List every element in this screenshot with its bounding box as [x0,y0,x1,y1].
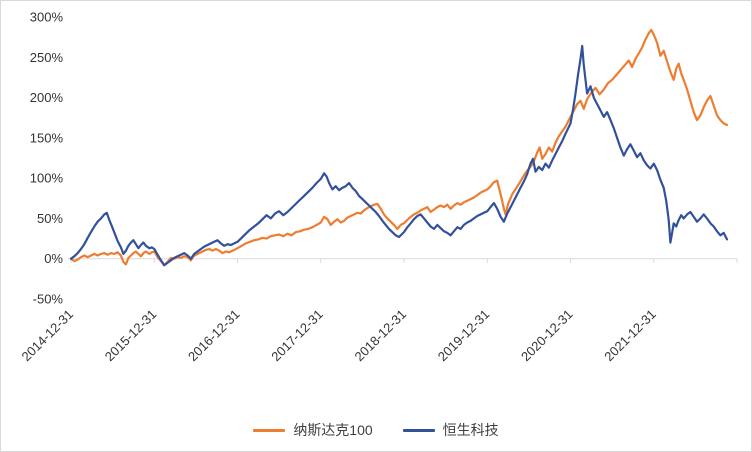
y-tick-label: 150% [30,130,64,145]
series-line-1 [69,44,729,267]
x-tick-label: 2015-12-31 [102,307,160,365]
y-tick-label: 0% [44,251,63,266]
x-tick-label: 2021-12-31 [601,307,659,365]
y-tick-label: 250% [30,50,64,65]
y-tick-label: 50% [37,211,63,226]
legend-item-hstech: 恒生科技 [402,422,499,438]
legend-label-nasdaq100: 纳斯达克100 [293,422,373,438]
y-tick-label: -50% [33,292,64,307]
x-tick-label: 2017-12-31 [268,307,326,365]
y-tick-label: 300% [30,10,64,25]
x-tick-label: 2016-12-31 [185,307,243,365]
legend-item-nasdaq100: 纳斯达克100 [253,422,373,438]
y-tick-label: 100% [30,171,64,186]
legend: 纳斯达克100 恒生科技 [1,423,751,437]
x-tick-label: 2019-12-31 [435,307,493,365]
legend-line-swatch-orange [253,428,286,432]
legend-label-hstech: 恒生科技 [442,422,499,438]
x-tick-label: 2014-12-31 [18,307,76,365]
y-tick-label: 200% [30,90,64,105]
legend-line-swatch-blue [402,428,435,432]
x-tick-label: 2020-12-31 [518,307,576,365]
x-tick-label: 2018-12-31 [351,307,409,365]
